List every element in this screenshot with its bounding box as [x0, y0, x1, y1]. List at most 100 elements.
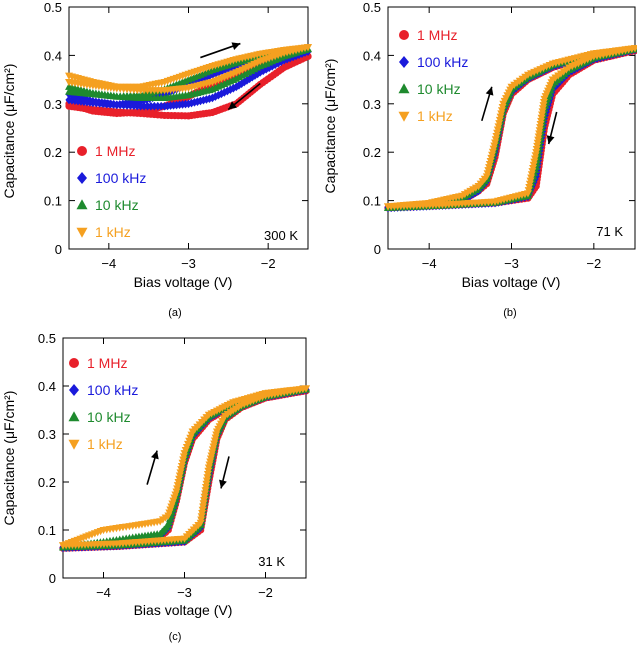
sweep-arrow-up [146, 450, 159, 485]
data-point [232, 82, 240, 92]
x-tick-label-a: −2 [261, 256, 276, 271]
legend-marker [68, 411, 80, 422]
data-point [493, 126, 502, 134]
legend-a: 1 MHz 100 kHz 10 kHz 1 kHz [76, 143, 146, 240]
panel-label-a: (a) [168, 307, 181, 319]
series-1-mhz-b [384, 46, 637, 212]
y-tick-label-a: 0 [55, 242, 62, 257]
data-point [238, 79, 246, 88]
data-point [173, 482, 182, 490]
x-axis-label-b: Bias voltage (V) [462, 274, 561, 290]
x-tick-label-b: −2 [586, 256, 601, 271]
data-point [65, 87, 73, 95]
y-tick-label-b: 0.2 [363, 145, 381, 160]
legend-marker [77, 146, 87, 156]
legend-marker [69, 384, 79, 396]
legend-marker [76, 227, 88, 238]
data-point [384, 203, 392, 211]
y-tick-label-c: 0.1 [38, 523, 56, 538]
legend-c: 1 MHz 100 kHz 10 kHz 1 kHz [68, 355, 138, 452]
data-point [65, 95, 73, 105]
data-point [59, 542, 67, 550]
sweep-arrow-down [546, 111, 558, 145]
data-point [102, 99, 111, 109]
legend-label: 10 kHz [95, 197, 139, 213]
series-group-a [65, 44, 312, 120]
legend-label: 1 MHz [87, 355, 127, 371]
data-point [214, 90, 222, 100]
legend-marker [68, 439, 80, 450]
data-point [92, 98, 100, 108]
sweep-arrow-right [200, 42, 241, 59]
data-point [492, 133, 501, 141]
plot-area-c: 0 0.1 0.2 0.3 0.4 0.5 −4 −3 −2 1 MHz 100 kHz 10 kHz… [38, 331, 310, 600]
data-point [495, 120, 504, 128]
y-tick-label-a: 0.1 [44, 194, 62, 209]
series-group-b [384, 44, 637, 213]
y-tick-label-a: 0.3 [44, 97, 62, 112]
legend-label: 1 MHz [95, 143, 135, 159]
x-tick-label-c: −3 [177, 585, 192, 600]
x-tick-label-c: −2 [258, 585, 273, 600]
y-axis-label-c: Capacitance (μF/cm²) [1, 391, 17, 526]
series-1-khz-a [65, 44, 312, 95]
sweep-arrow-down-left [227, 82, 261, 111]
x-tick-label-b: −3 [504, 256, 519, 271]
y-axis-label-b: Capacitance (μF/cm²) [322, 59, 338, 194]
y-tick-label-c: 0.5 [38, 331, 56, 346]
panel-a: 0 0.1 0.2 0.3 0.4 0.5 −4 −3 −2 1 MHz 100 kHz 10 kHz… [1, 0, 312, 319]
panel-label-b: (b) [503, 307, 516, 319]
data-point [491, 136, 500, 144]
y-axis-label-a: Capacitance (μF/cm²) [1, 64, 17, 199]
data-point [178, 459, 187, 467]
x-tick-label-a: −3 [181, 256, 196, 271]
data-point [542, 107, 550, 117]
y-tick-label-c: 0.2 [38, 475, 56, 490]
series-1-khz-b [384, 45, 637, 211]
data-point [495, 116, 504, 125]
legend-label: 10 kHz [87, 409, 131, 425]
y-tick-label-b: 0.1 [363, 194, 381, 209]
data-point [262, 64, 270, 74]
y-tick-label-a: 0.4 [44, 48, 62, 63]
legend-label: 100 kHz [87, 382, 138, 398]
data-point [65, 102, 73, 110]
temperature-label-a: 300 K [264, 228, 298, 243]
series-1-khz-c [59, 385, 310, 550]
plot-area-b: 0 0.1 0.2 0.3 0.4 0.5 −4 −3 −2 1 MHz 100 kHz 10 kHz… [363, 0, 637, 271]
sweep-arrow-up [481, 86, 494, 122]
data-point [177, 466, 186, 474]
data-point [265, 63, 273, 73]
x-tick-label-c: −4 [96, 585, 111, 600]
legend-marker [398, 111, 410, 122]
data-point [179, 453, 188, 461]
y-tick-label-a: 0.5 [44, 0, 62, 15]
data-point [65, 78, 73, 87]
legend-label: 1 kHz [417, 108, 453, 124]
data-point [176, 469, 185, 477]
x-axis-label-a: Bias voltage (V) [134, 274, 233, 290]
data-point [175, 472, 184, 480]
data-point [493, 129, 502, 137]
x-tick-label-a: −4 [101, 256, 116, 271]
panel-b: 0 0.1 0.2 0.3 0.4 0.5 −4 −3 −2 1 MHz 100 kHz 10 kHz… [322, 0, 637, 319]
legend-b: 1 MHz 100 kHz 10 kHz 1 kHz [398, 27, 468, 124]
data-point [491, 139, 499, 147]
y-tick-label-a: 0.2 [44, 145, 62, 160]
data-point [497, 110, 506, 118]
data-point [496, 113, 505, 121]
data-point [173, 485, 182, 493]
data-point [256, 68, 264, 77]
data-point [494, 123, 503, 131]
data-point [497, 107, 506, 115]
series-100-khz-b [384, 45, 637, 213]
panel-c: 0 0.1 0.2 0.3 0.4 0.5 −4 −3 −2 1 MHz 100 kHz 10 kHz… [1, 331, 310, 643]
x-axis-label-c: Bias voltage (V) [134, 602, 233, 618]
x-tick-label-b: −4 [422, 256, 437, 271]
legend-marker [399, 56, 409, 68]
plot-area-a: 0 0.1 0.2 0.3 0.4 0.5 −4 −3 −2 1 MHz 100 kHz 10 kHz… [44, 0, 312, 271]
data-point [99, 99, 107, 108]
data-point [268, 61, 276, 71]
temperature-label-c: 31 K [258, 554, 285, 569]
